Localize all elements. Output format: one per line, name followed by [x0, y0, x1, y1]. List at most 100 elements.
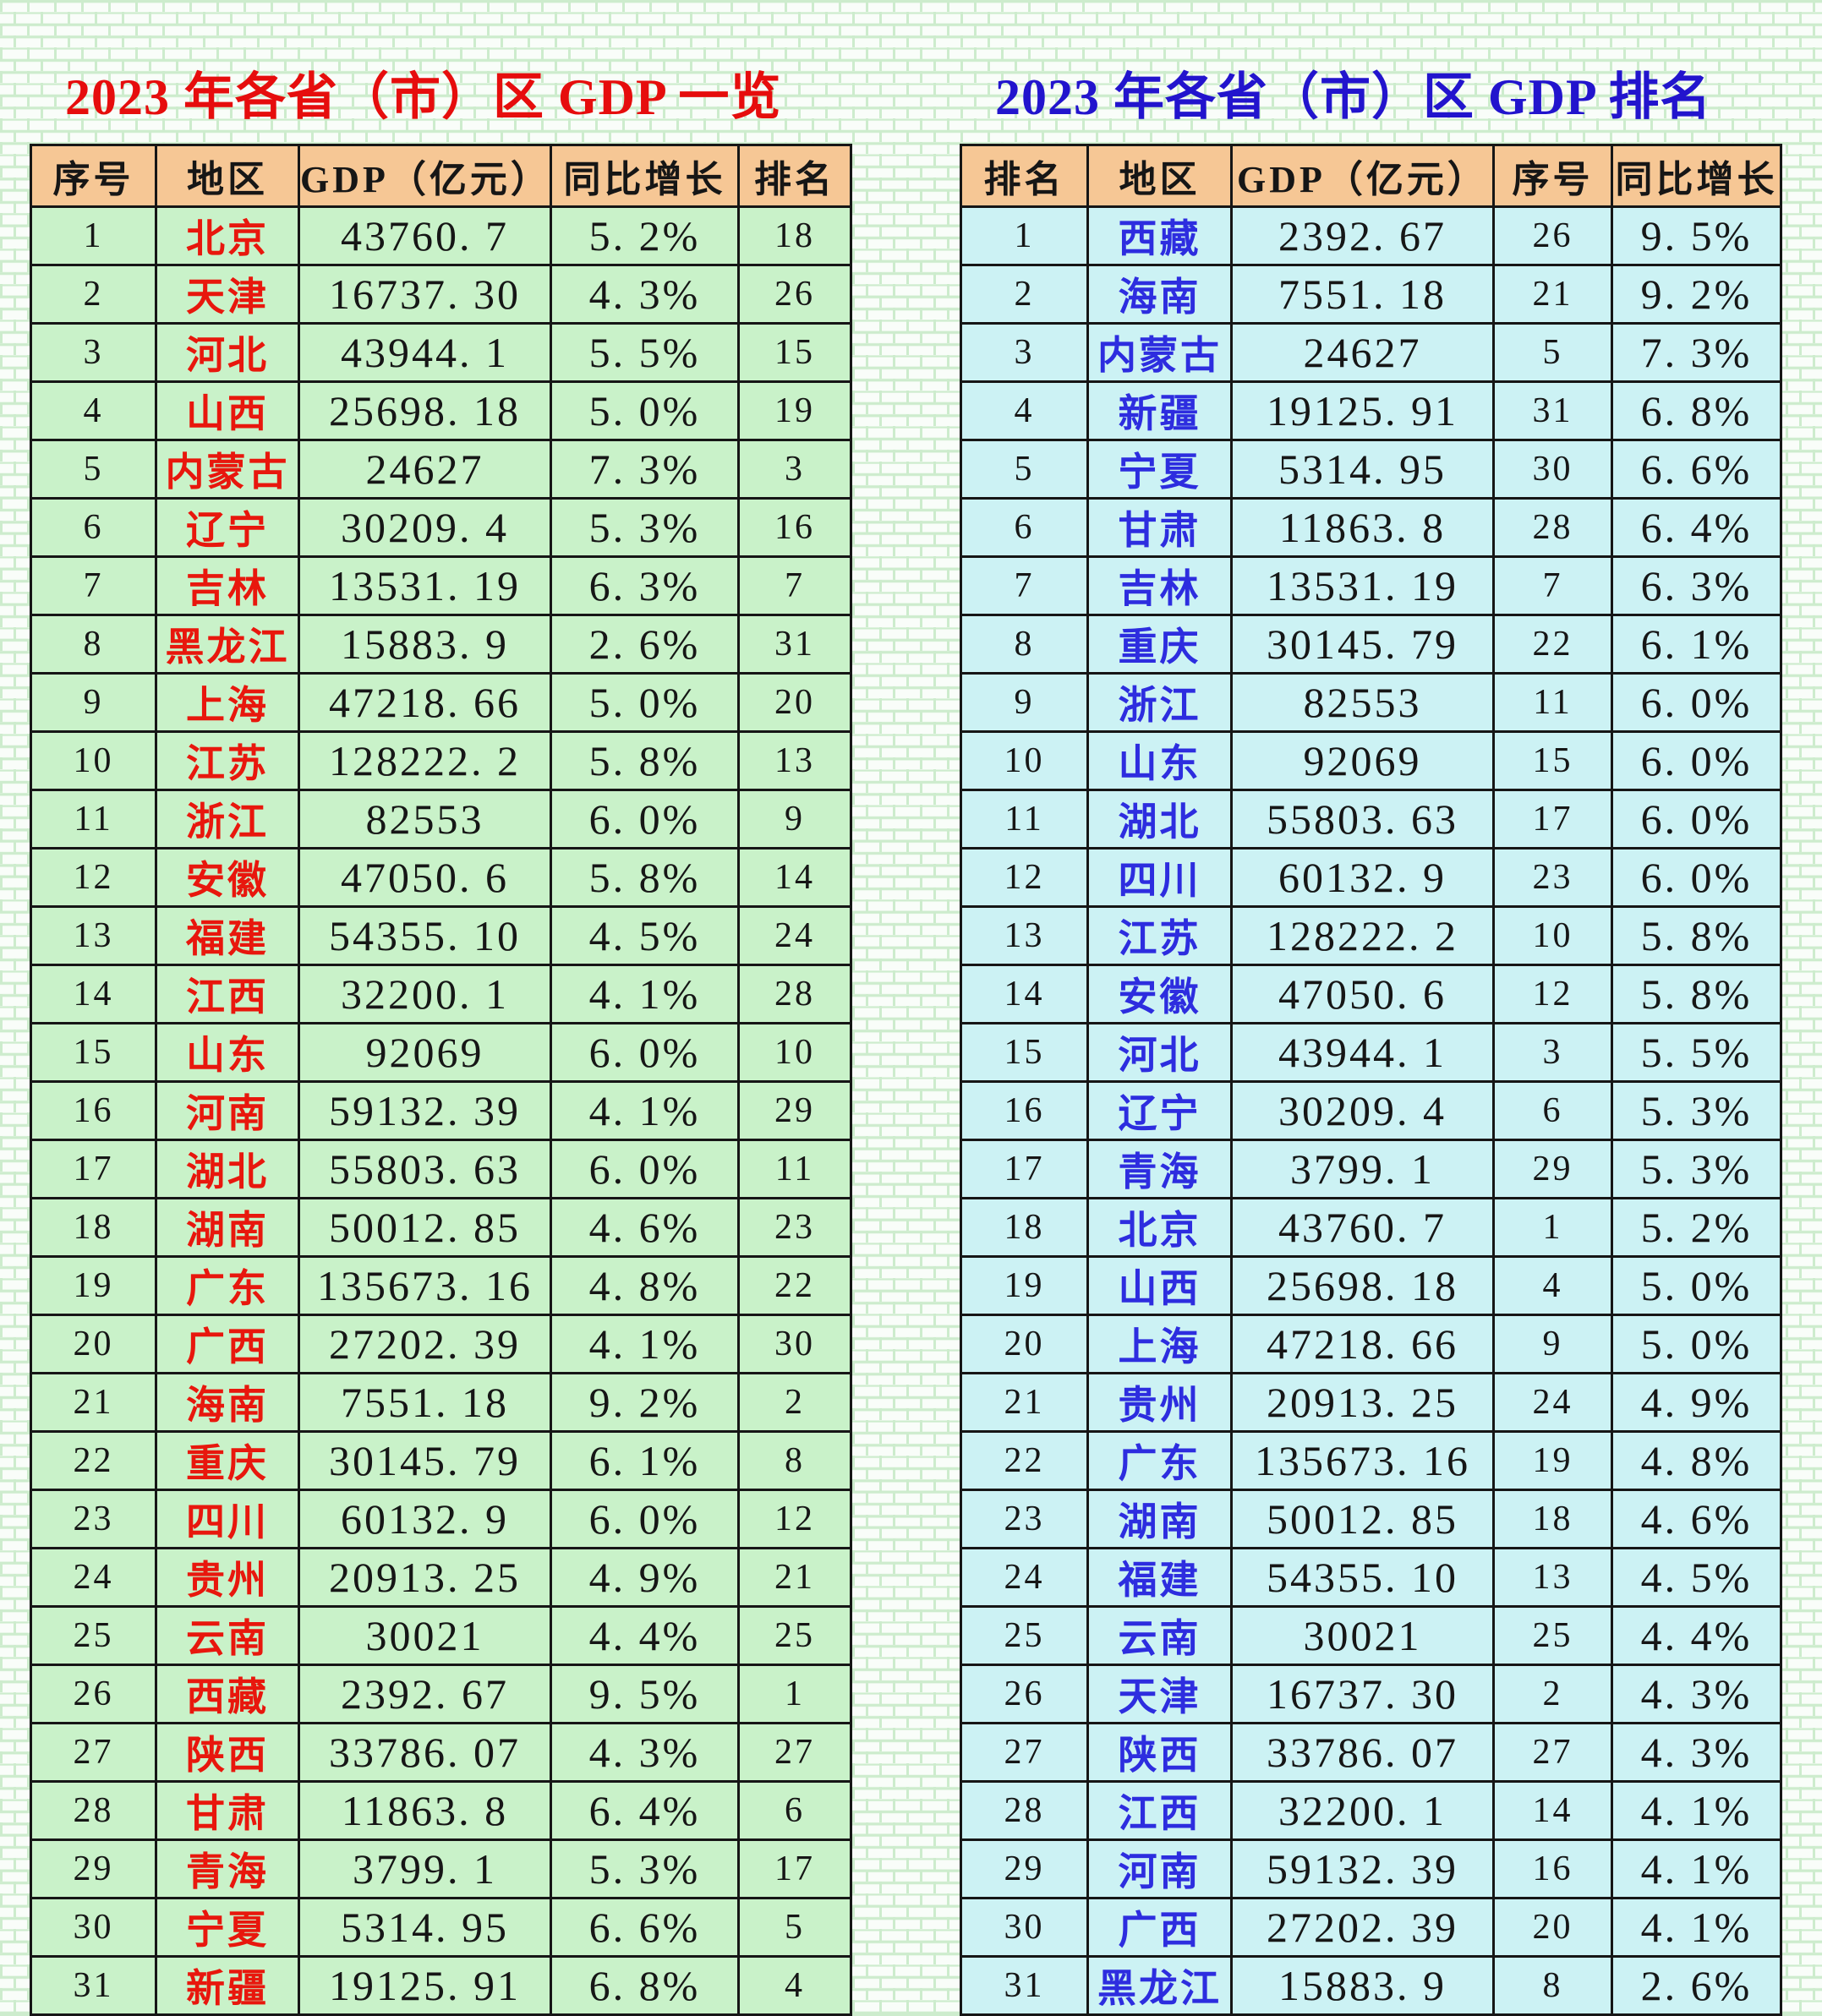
cell-rank: 19: [960, 1255, 1089, 1316]
cell-growth: 5. 3%: [1611, 1139, 1782, 1199]
cell-growth: 5. 8%: [550, 847, 740, 908]
cell-rank: 2: [737, 1372, 852, 1433]
cell-region: 广西: [155, 1314, 300, 1374]
cell-no: 17: [30, 1139, 157, 1199]
cell-rank: 9: [960, 672, 1089, 733]
cell-growth: 4. 5%: [1611, 1547, 1782, 1608]
cell-rank: 6: [737, 1780, 852, 1841]
cell-rank: 7: [960, 555, 1089, 616]
table-row: 21 海南 7551. 18 9. 2% 2: [30, 1372, 852, 1433]
cell-no: 4: [1492, 1255, 1613, 1316]
cell-region: 浙江: [155, 789, 300, 850]
cell-growth: 5. 5%: [550, 322, 740, 383]
cell-rank: 31: [960, 1955, 1089, 2016]
cell-rank: 20: [737, 672, 852, 733]
cell-growth: 5. 3%: [1611, 1080, 1782, 1141]
table-row: 14 安徽 47050. 6 12 5. 8%: [960, 964, 1782, 1024]
table-row: 20 上海 47218. 66 9 5. 0%: [960, 1314, 1782, 1374]
header-row: 排名 地区 GDP（亿元） 序号 同比增长: [960, 144, 1782, 208]
cell-rank: 15: [960, 1022, 1089, 1083]
cell-gdp: 2392. 67: [1230, 205, 1495, 266]
table-row: 9 上海 47218. 66 5. 0% 20: [30, 672, 852, 733]
cell-no: 11: [30, 789, 157, 850]
cell-gdp: 13531. 19: [1230, 555, 1495, 616]
cell-no: 10: [30, 730, 157, 791]
cell-region: 湖南: [1086, 1489, 1233, 1549]
cell-region: 宁夏: [155, 1897, 300, 1958]
table-row: 8 黑龙江 15883. 9 2. 6% 31: [30, 614, 852, 675]
cell-growth: 4. 3%: [550, 1722, 740, 1783]
gdp-overview-panel: 2023 年各省（市）区 GDP 一览 序号 地区 GDP（亿元） 同比增长 排…: [30, 25, 852, 2016]
cell-gdp: 25698. 18: [298, 380, 552, 441]
cell-no: 7: [30, 555, 157, 616]
cell-rank: 14: [737, 847, 852, 908]
table-row: 7 吉林 13531. 19 7 6. 3%: [960, 555, 1782, 616]
cell-region: 黑龙江: [1086, 1955, 1233, 2016]
cell-rank: 22: [737, 1255, 852, 1316]
cell-gdp: 135673. 16: [298, 1255, 552, 1316]
cell-rank: 16: [737, 497, 852, 558]
cell-gdp: 27202. 39: [1230, 1897, 1495, 1958]
cell-region: 上海: [1086, 1314, 1233, 1374]
cell-gdp: 3799. 1: [298, 1838, 552, 1899]
table-row: 11 浙江 82553 6. 0% 9: [30, 789, 852, 850]
cell-rank: 26: [737, 264, 852, 325]
cell-rank: 11: [960, 789, 1089, 850]
cell-region: 辽宁: [1086, 1080, 1233, 1141]
cell-no: 2: [30, 264, 157, 325]
cell-rank: 1: [737, 1664, 852, 1724]
table-row: 30 广西 27202. 39 20 4. 1%: [960, 1897, 1782, 1958]
cell-no: 18: [30, 1197, 157, 1258]
cell-growth: 6. 0%: [1611, 847, 1782, 908]
cell-rank: 28: [960, 1780, 1089, 1841]
cell-no: 25: [30, 1605, 157, 1666]
cell-growth: 5. 8%: [1611, 964, 1782, 1024]
cell-no: 22: [1492, 614, 1613, 675]
cell-rank: 27: [960, 1722, 1089, 1783]
cell-region: 江苏: [155, 730, 300, 791]
cell-region: 天津: [1086, 1664, 1233, 1724]
cell-rank: 20: [960, 1314, 1089, 1374]
cell-rank: 13: [960, 905, 1089, 966]
cell-no: 18: [1492, 1489, 1613, 1549]
column-header-growth: 同比增长: [550, 144, 740, 208]
cell-region: 辽宁: [155, 497, 300, 558]
cell-no: 21: [1492, 264, 1613, 325]
cell-no: 31: [30, 1955, 157, 2016]
cell-gdp: 128222. 2: [298, 730, 552, 791]
cell-region: 重庆: [1086, 614, 1233, 675]
cell-no: 20: [1492, 1897, 1613, 1958]
cell-growth: 4. 5%: [550, 905, 740, 966]
cell-no: 27: [30, 1722, 157, 1783]
cell-no: 7: [1492, 555, 1613, 616]
cell-rank: 12: [960, 847, 1089, 908]
cell-region: 贵州: [155, 1547, 300, 1608]
cell-growth: 6. 0%: [1611, 730, 1782, 791]
cell-gdp: 32200. 1: [298, 964, 552, 1024]
overview-table-body: 1 北京 43760. 7 5. 2% 18 2 天津 16737. 30 4.…: [30, 205, 852, 2016]
cell-no: 15: [1492, 730, 1613, 791]
cell-no: 2: [1492, 1664, 1613, 1724]
cell-rank: 15: [737, 322, 852, 383]
cell-region: 湖南: [155, 1197, 300, 1258]
cell-gdp: 30209. 4: [298, 497, 552, 558]
cell-no: 21: [30, 1372, 157, 1433]
cell-gdp: 27202. 39: [298, 1314, 552, 1374]
cell-region: 安徽: [1086, 964, 1233, 1024]
cell-rank: 4: [737, 1955, 852, 2016]
cell-no: 13: [30, 905, 157, 966]
cell-rank: 13: [737, 730, 852, 791]
cell-growth: 6. 3%: [1611, 555, 1782, 616]
cell-region: 上海: [155, 672, 300, 733]
table-row: 1 北京 43760. 7 5. 2% 18: [30, 205, 852, 266]
cell-region: 浙江: [1086, 672, 1233, 733]
cell-no: 3: [30, 322, 157, 383]
cell-no: 1: [1492, 1197, 1613, 1258]
cell-growth: 7. 3%: [550, 439, 740, 500]
cell-gdp: 50012. 85: [1230, 1489, 1495, 1549]
cell-no: 17: [1492, 789, 1613, 850]
cell-growth: 4. 6%: [1611, 1489, 1782, 1549]
cell-rank: 25: [737, 1605, 852, 1666]
cell-rank: 5: [960, 439, 1089, 500]
cell-region: 山东: [1086, 730, 1233, 791]
